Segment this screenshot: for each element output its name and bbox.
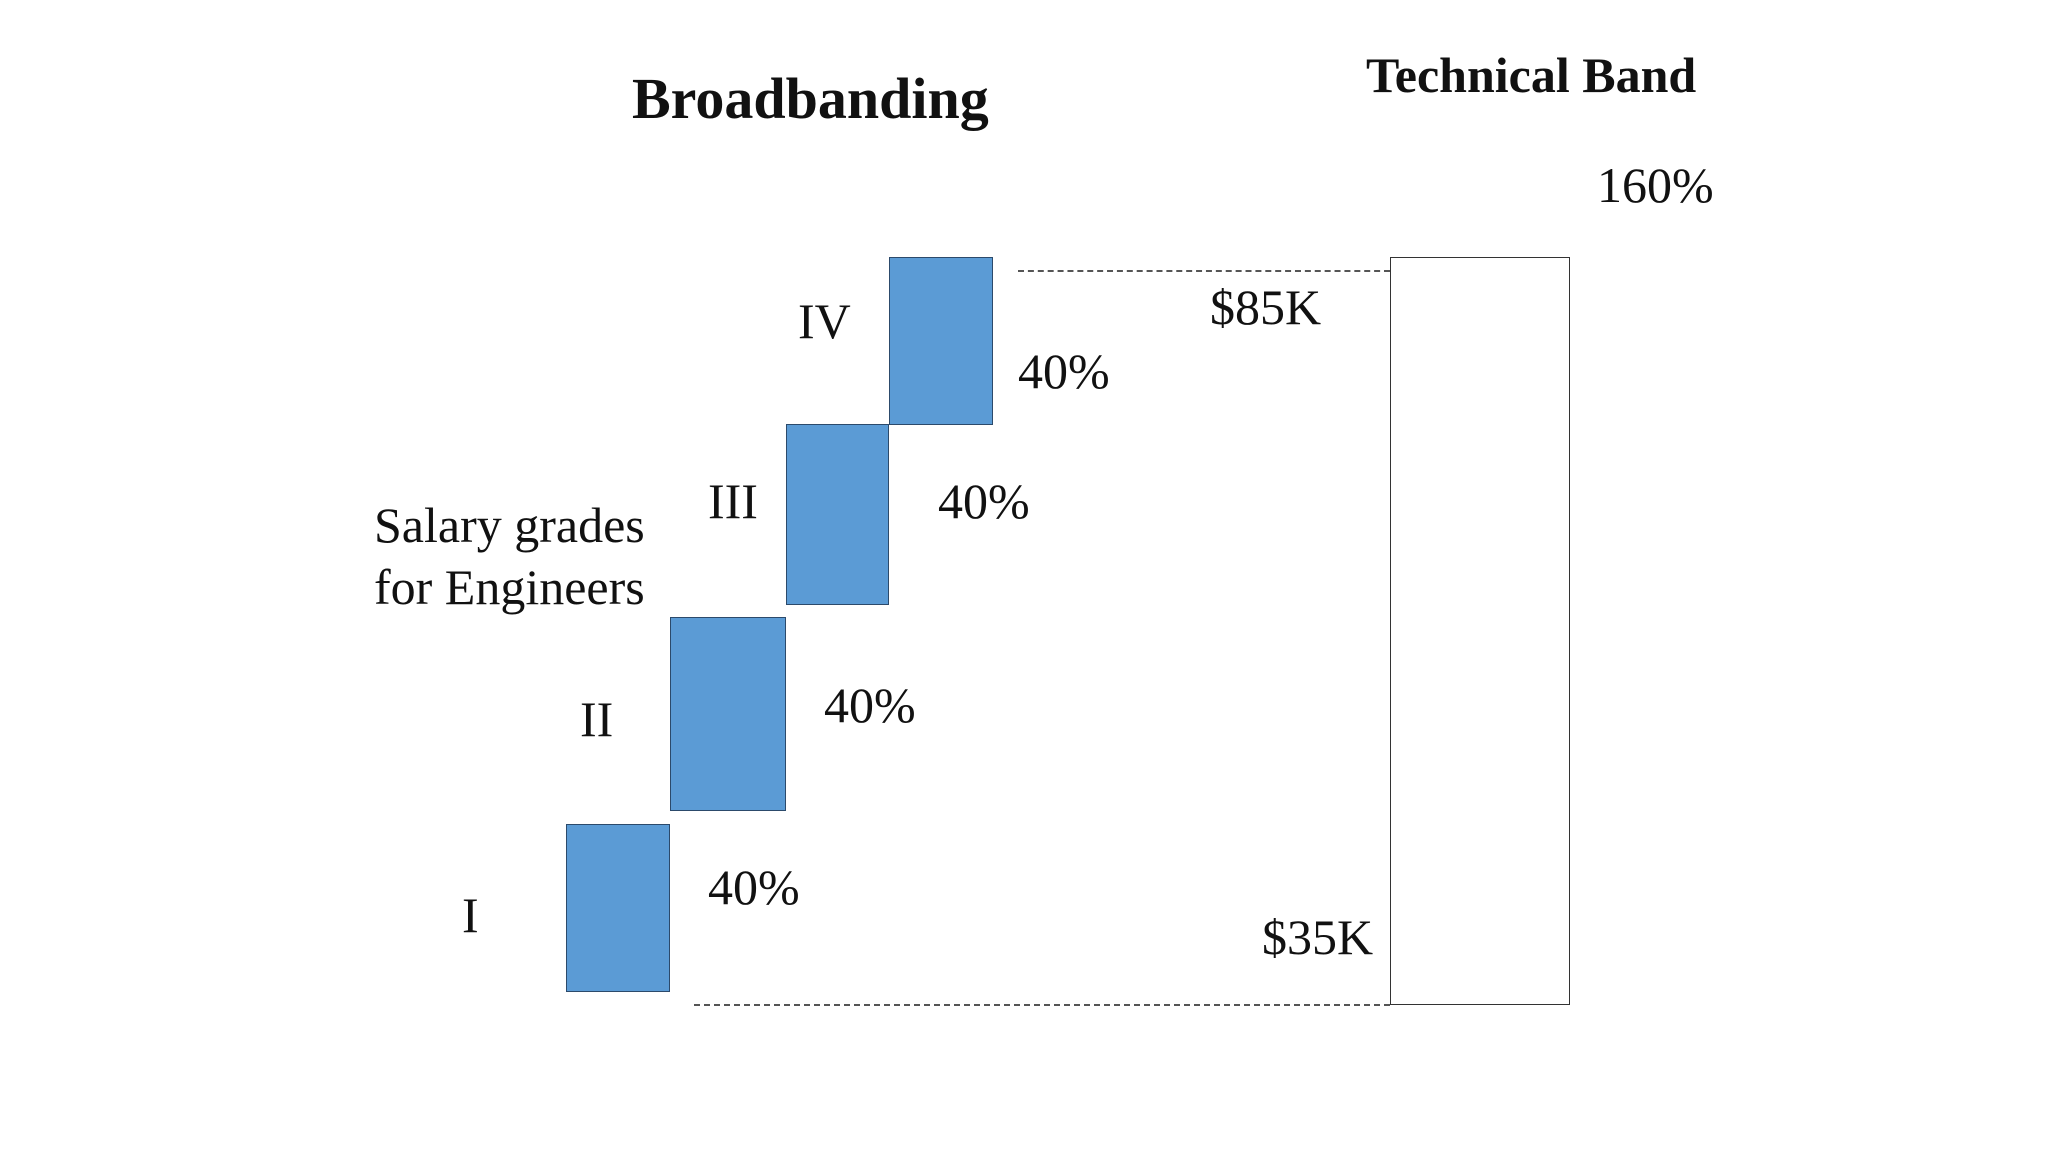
grade-box-iv (889, 257, 993, 425)
grade-spread-iii: 40% (938, 473, 1030, 529)
grade-label-i: I (462, 887, 479, 943)
grade-box-i (566, 824, 670, 992)
band-title: Technical Band (1366, 47, 1697, 103)
bottom-guide-line (694, 1004, 1390, 1006)
grade-spread-i: 40% (708, 859, 800, 915)
grade-box-ii (670, 617, 786, 811)
band-percent: 160% (1597, 157, 1714, 213)
grade-label-iii: III (708, 473, 758, 529)
grade-box-iii (786, 424, 889, 605)
side-label-line1: Salary grades (374, 497, 645, 553)
side-label-line2: for Engineers (374, 559, 645, 615)
technical-band-box (1390, 257, 1570, 1005)
top-guide-line (1018, 270, 1390, 272)
grade-label-ii: II (580, 691, 614, 747)
band-low-value: $35K (1262, 909, 1374, 965)
grade-spread-iv: 40% (1018, 343, 1110, 399)
page-title: Broadbanding (632, 66, 989, 131)
grade-label-iv: IV (798, 293, 851, 349)
grade-spread-ii: 40% (824, 677, 916, 733)
band-high-value: $85K (1210, 279, 1322, 335)
